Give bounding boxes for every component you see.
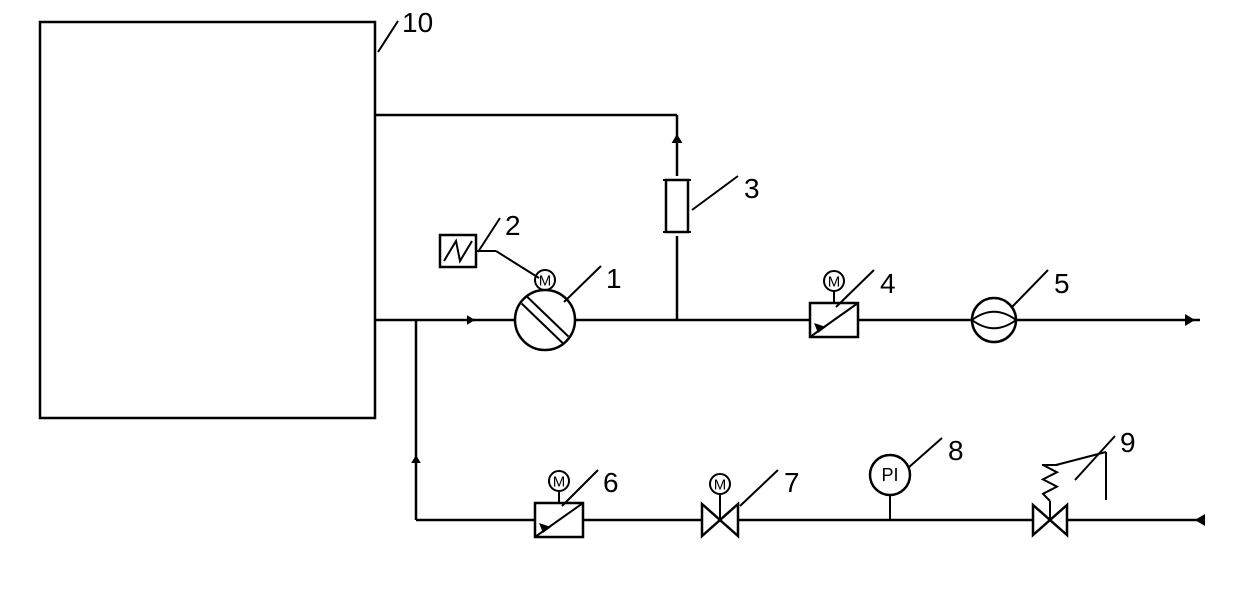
svg-text:PI: PI	[881, 465, 898, 485]
label-6: 6	[603, 467, 619, 498]
label-5: 5	[1054, 268, 1070, 299]
flowmeter-5	[972, 298, 1016, 342]
label-9: 9	[1120, 427, 1136, 458]
label-2: 2	[505, 210, 521, 241]
label-1: 1	[606, 263, 622, 294]
valve-7-left	[702, 504, 720, 536]
label-10: 10	[402, 7, 433, 38]
tank-body	[40, 22, 375, 418]
prv-9-left	[1033, 505, 1050, 535]
svg-text:M: M	[828, 274, 841, 291]
svg-text:M: M	[714, 477, 727, 494]
label-3: 3	[744, 173, 760, 204]
label-7: 7	[784, 467, 800, 498]
label-8: 8	[948, 435, 964, 466]
svg-text:M: M	[553, 474, 566, 491]
label-4: 4	[880, 268, 896, 299]
svg-text:M: M	[539, 273, 552, 290]
relief-filter	[666, 180, 688, 232]
piping-diagram: M M M M PI 10 1 2 3 4 5 6 7 8 9	[0, 0, 1240, 594]
